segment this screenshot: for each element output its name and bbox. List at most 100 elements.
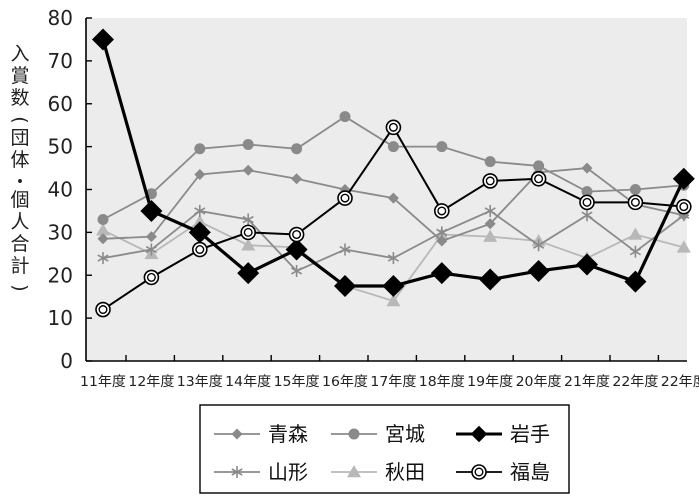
data-point: [628, 227, 643, 240]
y-tick-label: 60: [48, 92, 73, 116]
data-point: [382, 274, 405, 297]
data-point: [192, 214, 207, 227]
data-point: [140, 199, 163, 222]
data-point: [242, 164, 254, 176]
legend-item: 山形: [214, 460, 308, 484]
data-point: [482, 173, 499, 189]
data-point: [433, 203, 450, 219]
x-tick-label: 15年度: [274, 374, 320, 390]
x-tick-label: 16年度: [322, 374, 368, 390]
legend-label: 福島: [510, 460, 550, 484]
x-tick-label: 20年度: [516, 374, 562, 390]
data-point: [337, 190, 353, 206]
y-tick-label: 10: [48, 306, 73, 330]
y-axis-label-char: ・: [10, 171, 29, 193]
y-axis-label-char: 入: [10, 43, 29, 65]
legend-label: 宮城: [385, 422, 425, 446]
x-tick-label: 22年度: [612, 374, 658, 390]
plot-area: [86, 18, 687, 361]
data-point: [484, 156, 496, 168]
x-tick-label: 22年度: [661, 374, 699, 390]
data-point: [237, 262, 260, 285]
x-tick-label: 19年度: [467, 374, 513, 390]
data-point: [194, 168, 206, 180]
data-point: [483, 229, 498, 242]
data-point: [334, 274, 356, 297]
y-axis-label-char: 個: [10, 189, 29, 211]
data-point: [291, 143, 303, 155]
x-tick-label: 12年度: [128, 374, 174, 390]
y-tick-label: 20: [48, 263, 73, 287]
legend-label: 岩手: [510, 422, 550, 446]
data-point: [675, 198, 692, 215]
data-point: [291, 173, 303, 185]
y-axis-label-char: 団: [10, 127, 29, 149]
y-axis-label-char: 数: [10, 87, 29, 109]
data-point: [145, 243, 157, 256]
data-point: [192, 241, 208, 258]
data-point: [579, 194, 595, 211]
data-point: [471, 464, 487, 480]
data-point: [436, 235, 448, 247]
y-axis-label-char: 計: [10, 255, 29, 277]
x-tick-label: 21年度: [564, 374, 610, 390]
legend-label: 山形: [268, 460, 308, 484]
data-point: [96, 223, 110, 236]
data-point: [629, 184, 641, 195]
data-point: [339, 111, 351, 123]
data-point: [241, 238, 256, 251]
data-point: [97, 252, 109, 265]
x-tick-label: 13年度: [177, 374, 223, 390]
data-point: [530, 170, 547, 187]
legend-box: [199, 404, 570, 494]
data-point: [145, 231, 157, 243]
series-岩手: [92, 28, 695, 297]
y-axis-label-char: (: [9, 116, 31, 123]
y-tick-label: 50: [48, 135, 73, 159]
y-tick-label: 70: [48, 49, 73, 73]
data-point: [672, 167, 695, 190]
y-tick-label: 0: [60, 349, 73, 373]
data-point: [387, 141, 399, 153]
data-point: [288, 226, 305, 243]
y-axis-label-char: 賞: [10, 65, 29, 87]
data-point: [533, 160, 545, 172]
data-point: [348, 428, 360, 440]
y-axis-label-char: ): [9, 284, 31, 291]
data-point: [436, 141, 448, 153]
data-point: [97, 214, 109, 226]
data-point: [484, 218, 496, 230]
data-point: [624, 270, 647, 293]
legend-label: 秋田: [385, 460, 425, 484]
data-point: [385, 119, 402, 136]
data-point: [347, 465, 361, 478]
data-point: [627, 194, 644, 211]
data-point: [387, 192, 399, 204]
data-point: [576, 253, 598, 276]
y-tick-label: 30: [48, 220, 73, 244]
data-point: [231, 466, 243, 478]
data-point: [285, 238, 308, 261]
data-point: [240, 224, 256, 241]
data-point: [676, 240, 691, 253]
data-point: [188, 221, 211, 244]
data-point: [479, 268, 502, 291]
data-point: [194, 143, 206, 155]
x-tick-label: 14年度: [225, 374, 271, 390]
y-tick-label: 40: [48, 178, 73, 202]
y-axis-label-char: 合: [10, 233, 29, 255]
data-point: [97, 233, 109, 245]
series-福島: [95, 119, 692, 318]
series-layer: [92, 28, 695, 318]
legend-item: 宮城: [331, 422, 425, 446]
data-point: [194, 204, 206, 217]
x-tick-label: 11年度: [80, 374, 126, 390]
legend-item: 岩手: [456, 422, 550, 446]
data-point: [533, 239, 545, 252]
legend-item: 福島: [456, 460, 550, 484]
data-point: [339, 243, 351, 256]
y-axis-label-char: 体: [10, 149, 29, 171]
